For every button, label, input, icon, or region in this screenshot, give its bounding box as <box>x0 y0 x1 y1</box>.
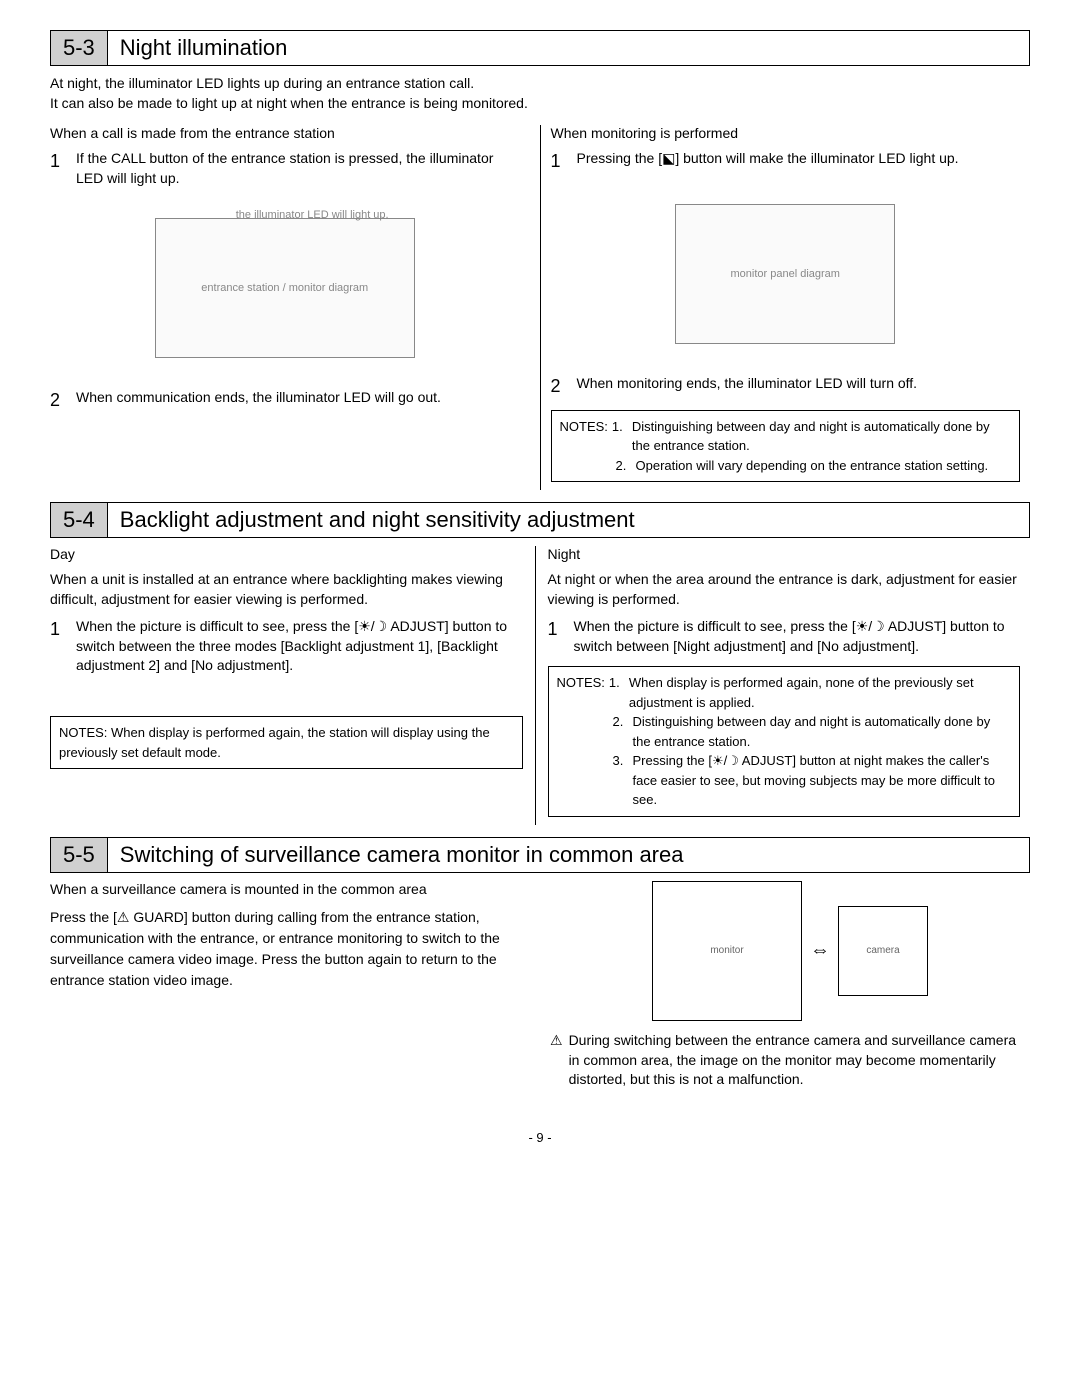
section-5-4: 5-4 Backlight adjustment and night sensi… <box>50 502 1030 825</box>
right-column: monitor ⇔ camera ⚠ During switching betw… <box>550 881 1030 1090</box>
step-item: 1 If the CALL button of the entrance sta… <box>50 149 520 188</box>
step-body: Pressing the [⬕] button will make the il… <box>577 149 1021 174</box>
section-number: 5-4 <box>51 503 108 537</box>
section-header: 5-3 Night illumination <box>50 30 1030 66</box>
notes-item-text: Pressing the [☀/☽ ADJUST] button at nigh… <box>633 751 1012 810</box>
left-column: When a call is made from the entrance st… <box>50 125 530 490</box>
figure-label: camera <box>866 945 899 956</box>
step-number: 2 <box>551 374 567 399</box>
step-number: 1 <box>50 149 66 188</box>
notes-item-text: Distinguishing between day and night is … <box>632 417 1011 456</box>
two-column-layout: When a surveillance camera is mounted in… <box>50 881 1030 1090</box>
step-body: When communication ends, the illuminator… <box>76 388 520 413</box>
step-body: When the picture is difficult to see, pr… <box>574 617 1021 656</box>
step-number: 2 <box>50 388 66 413</box>
column-intro: At night or when the area around the ent… <box>548 570 1021 609</box>
notes-item: 3. Pressing the [☀/☽ ADJUST] button at n… <box>557 751 1012 810</box>
notes-item: 2. Operation will vary depending on the … <box>560 456 1012 476</box>
notes-item: NOTES: 1. When display is performed agai… <box>557 673 1012 712</box>
two-column-layout: When a call is made from the entrance st… <box>50 125 1030 490</box>
notes-box: NOTES: 1. Distinguishing between day and… <box>551 410 1021 483</box>
column-intro: When a unit is installed at an entrance … <box>50 570 523 609</box>
figure-area: the illuminator LED will light up. entra… <box>50 198 520 378</box>
step-body: When monitoring ends, the illuminator LE… <box>577 374 1021 399</box>
figure-camera-box: camera <box>838 906 928 996</box>
figure-monitor-box: monitor <box>652 881 802 1021</box>
figure-monitor-panel: monitor panel diagram <box>675 204 895 344</box>
column-subhead: When a call is made from the entrance st… <box>50 125 520 141</box>
left-column: Day When a unit is installed at an entra… <box>50 546 536 825</box>
notes-item: 2. Distinguishing between day and night … <box>557 712 1012 751</box>
body-text: Press the [⚠ GUARD] button during callin… <box>50 907 530 991</box>
figure-label: entrance station / monitor diagram <box>201 282 368 294</box>
intro-line: It can also be made to light up at night… <box>50 94 1030 114</box>
figure-label: monitor <box>710 945 743 956</box>
two-column-layout: Day When a unit is installed at an entra… <box>50 546 1030 825</box>
notes-item-text: Operation will vary depending on the ent… <box>636 456 989 476</box>
column-subhead: When monitoring is performed <box>551 125 1021 141</box>
section-title: Night illumination <box>108 31 300 65</box>
section-intro: At night, the illuminator LED lights up … <box>50 74 1030 113</box>
right-column: When monitoring is performed 1 Pressing … <box>551 125 1031 490</box>
step-number: 1 <box>548 617 564 656</box>
notes-label: NOTES: <box>557 673 605 712</box>
figure-callout: the illuminator LED will light up. <box>236 209 389 222</box>
notes-item-number: 1. <box>612 417 632 456</box>
figure-switching: monitor ⇔ camera <box>550 881 1030 1021</box>
warning-text: During switching between the entrance ca… <box>569 1031 1030 1090</box>
column-subhead: When a surveillance camera is mounted in… <box>50 881 530 897</box>
column-subhead: Day <box>50 546 523 562</box>
section-5-5: 5-5 Switching of surveillance camera mon… <box>50 837 1030 1090</box>
step-number: 1 <box>551 149 567 174</box>
step-item: 2 When monitoring ends, the illuminator … <box>551 374 1021 399</box>
step-item: 2 When communication ends, the illuminat… <box>50 388 520 413</box>
notes-item-number: 1. <box>609 673 629 712</box>
warning-line: ⚠ During switching between the entrance … <box>550 1031 1030 1090</box>
notes-item: NOTES: 1. Distinguishing between day and… <box>560 417 1012 456</box>
page-number: - 9 - <box>50 1130 1030 1145</box>
intro-line: At night, the illuminator LED lights up … <box>50 74 1030 94</box>
notes-item-text: Distinguishing between day and night is … <box>633 712 1012 751</box>
section-title: Switching of surveillance camera monitor… <box>108 838 696 872</box>
right-column: Night At night or when the area around t… <box>536 546 1031 825</box>
left-column: When a surveillance camera is mounted in… <box>50 881 530 1090</box>
swap-arrow-icon: ⇔ <box>810 939 830 962</box>
section-number: 5-3 <box>51 31 108 65</box>
step-item: 1 Pressing the [⬕] button will make the … <box>551 149 1021 174</box>
notes-box: NOTES: When display is performed again, … <box>50 716 523 769</box>
section-5-3: 5-3 Night illumination At night, the ill… <box>50 30 1030 490</box>
notes-box: NOTES: 1. When display is performed agai… <box>548 666 1021 817</box>
column-subhead: Night <box>548 546 1021 562</box>
figure-entrance-station: the illuminator LED will light up. entra… <box>155 218 415 358</box>
section-header: 5-4 Backlight adjustment and night sensi… <box>50 502 1030 538</box>
notes-label: NOTES: <box>59 725 107 740</box>
notes-item-text: When display is performed again, none of… <box>629 673 1011 712</box>
notes-item-number: 3. <box>613 751 633 810</box>
notes-item-number: 2. <box>613 712 633 751</box>
step-body: When the picture is difficult to see, pr… <box>76 617 523 676</box>
figure-area: monitor panel diagram <box>551 184 1021 364</box>
section-title: Backlight adjustment and night sensitivi… <box>108 503 647 537</box>
step-item: 1 When the picture is difficult to see, … <box>50 617 523 676</box>
notes-item-text: When display is performed again, the sta… <box>59 725 490 760</box>
notes-label: NOTES: <box>560 417 608 456</box>
notes-item-number: 2. <box>616 456 636 476</box>
step-body: If the CALL button of the entrance stati… <box>76 149 520 188</box>
step-item: 1 When the picture is difficult to see, … <box>548 617 1021 656</box>
step-number: 1 <box>50 617 66 676</box>
warning-icon: ⚠ <box>550 1031 563 1051</box>
section-number: 5-5 <box>51 838 108 872</box>
figure-label: monitor panel diagram <box>731 268 840 280</box>
section-header: 5-5 Switching of surveillance camera mon… <box>50 837 1030 873</box>
column-divider <box>540 125 541 490</box>
